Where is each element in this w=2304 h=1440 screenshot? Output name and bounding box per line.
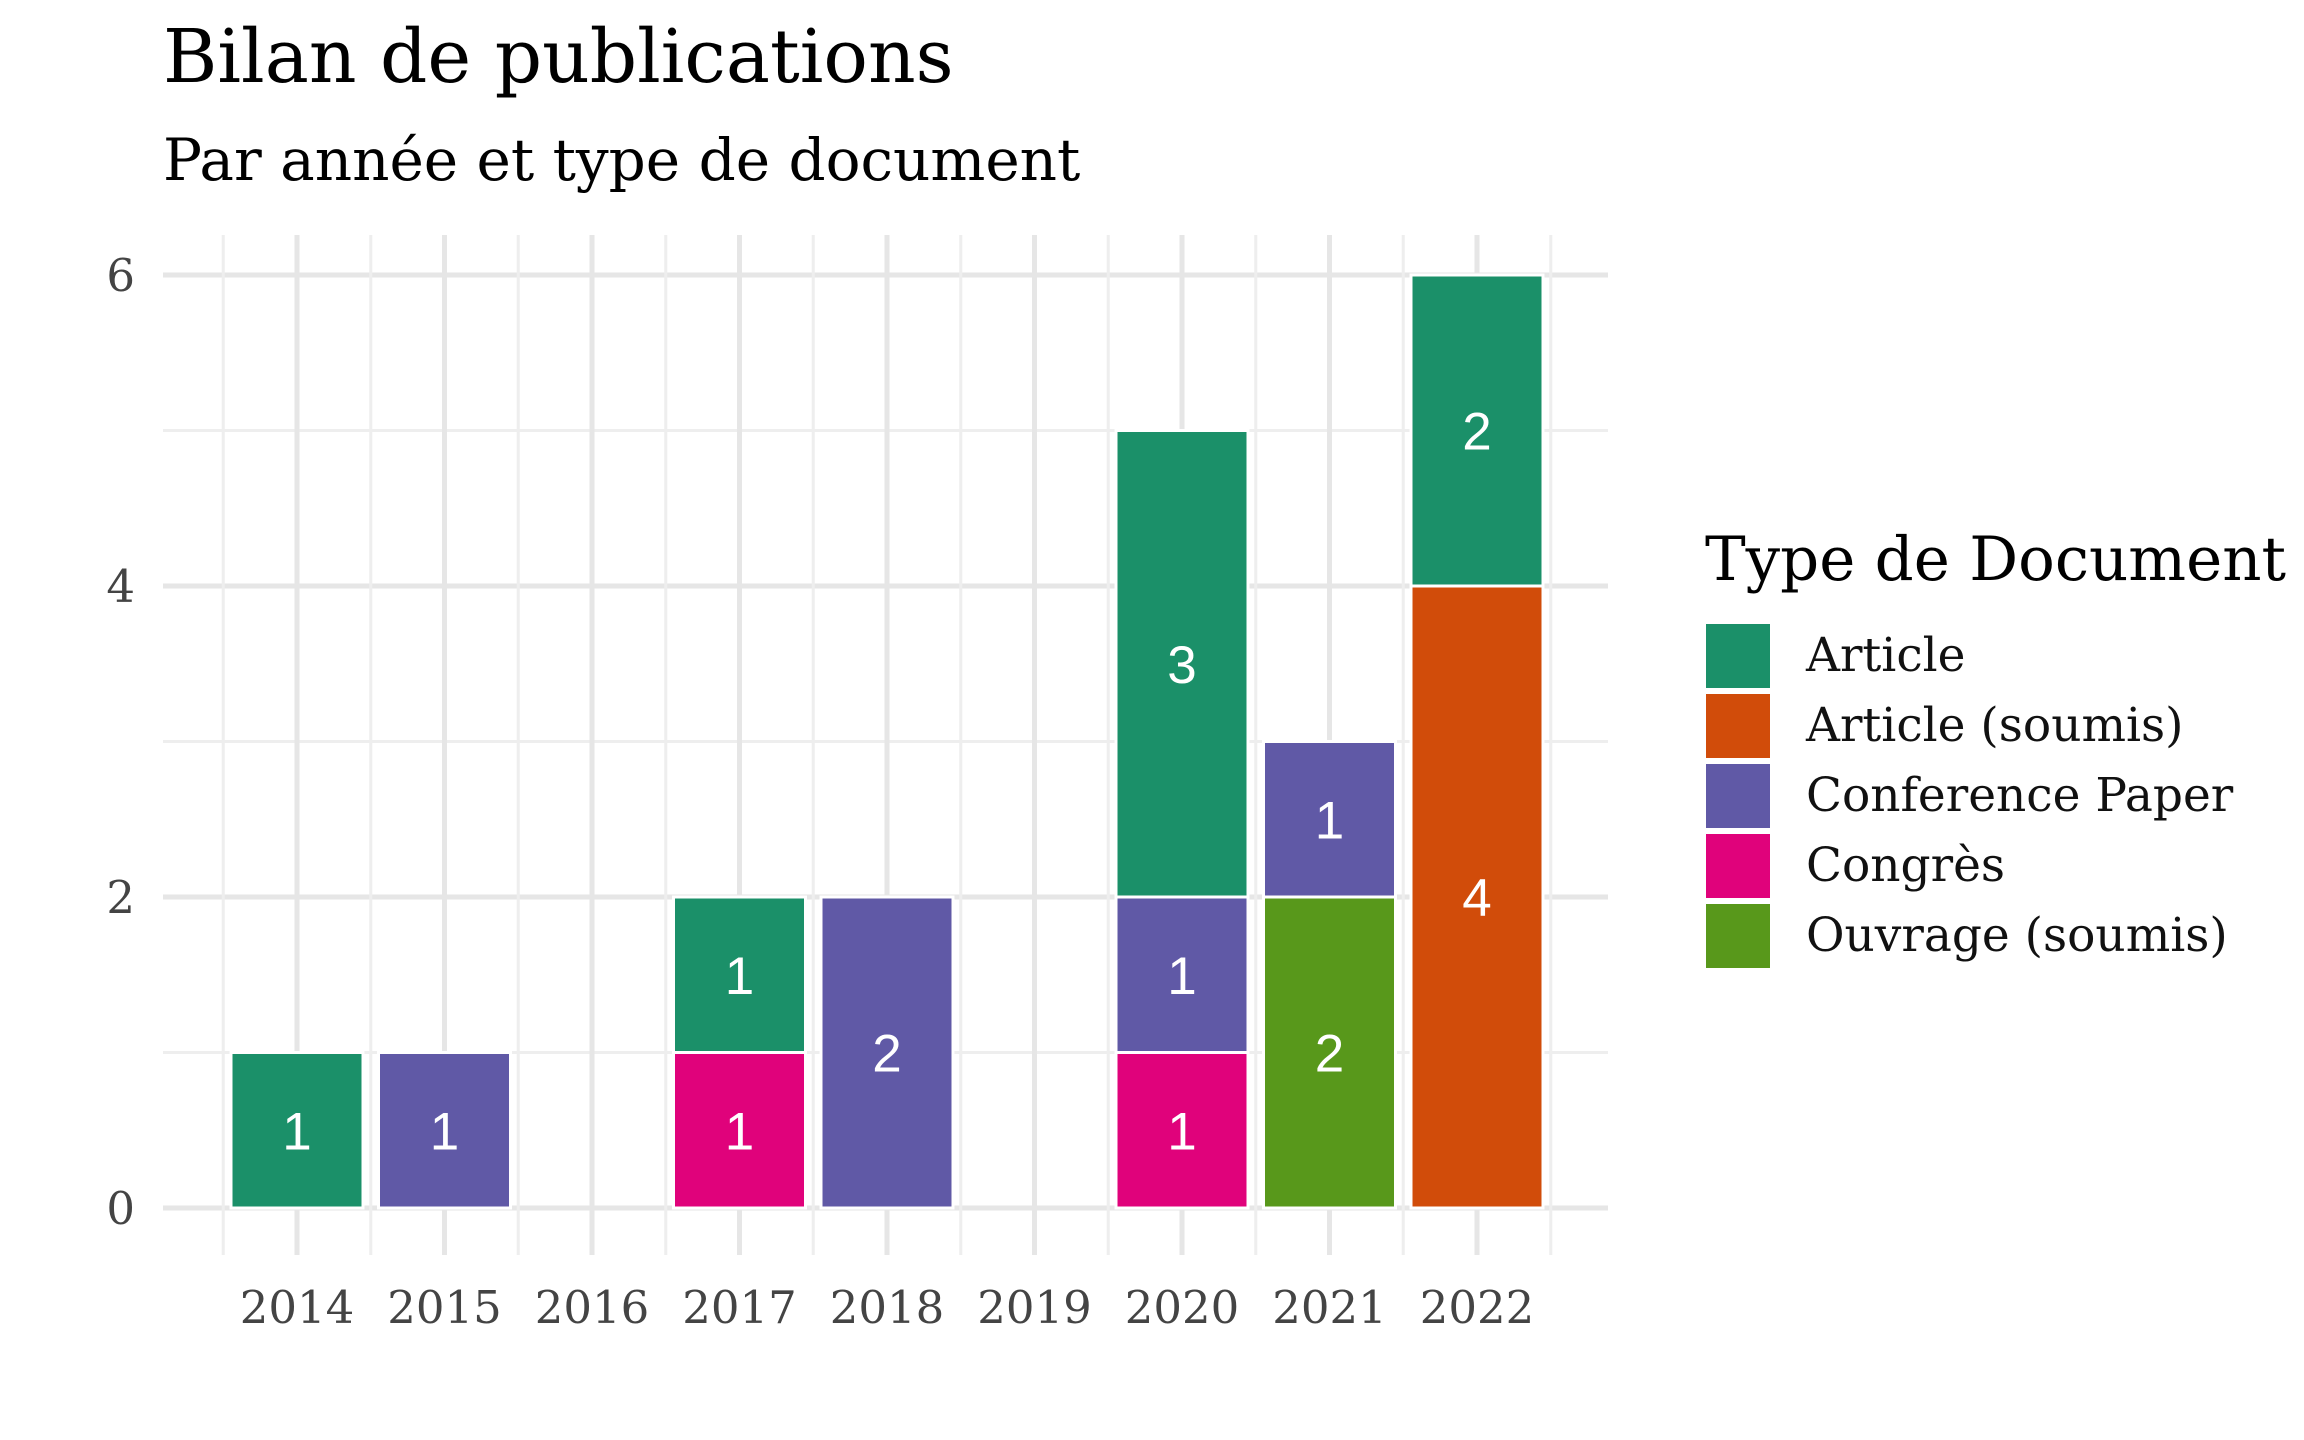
legend-swatch: [1704, 902, 1772, 970]
legend-item: Ouvrage (soumis): [1704, 902, 2228, 970]
bar-value-label: 1: [1167, 1102, 1196, 1161]
legend-item: Conference Paper: [1704, 762, 2234, 830]
legend: Type de Document Article Article (soumis)…: [1704, 524, 2287, 970]
legend-item: Article (soumis): [1704, 692, 2184, 760]
chart-title: Bilan de publications: [163, 14, 954, 100]
bar-segment: [672, 895, 807, 1054]
bar-segment: [1262, 740, 1397, 899]
legend-swatch: [1704, 692, 1772, 760]
chart-subtitle: Par année et type de document: [163, 126, 1080, 194]
x-tick-label: 2020: [1125, 1281, 1240, 1334]
x-tick-label: 2018: [830, 1281, 945, 1334]
legend-swatch: [1704, 832, 1772, 900]
bar-segment: [1114, 1051, 1250, 1210]
bar-segment: [377, 1051, 512, 1210]
bar-segment: [1262, 895, 1397, 1210]
legend-label: Conference Paper: [1806, 768, 2234, 823]
legend-label: Congrès: [1806, 838, 2005, 893]
bar-value-label: 2: [872, 1025, 901, 1084]
legend-title: Type de Document: [1705, 524, 2287, 595]
bar-segment: [1409, 584, 1545, 1210]
bar-segment: [229, 1051, 365, 1210]
bar-segment: [1409, 273, 1545, 588]
bar-value-label: 1: [1167, 947, 1196, 1006]
x-axis: 2014 2015 2016 2017 2018 2019 2020 2021 2022: [240, 1281, 1535, 1334]
bar-value-label: 2: [1462, 403, 1491, 462]
x-tick-label: 2019: [977, 1281, 1092, 1334]
bar-value-label: 4: [1462, 869, 1491, 928]
legend-swatch: [1704, 622, 1772, 690]
bar-value-label: 1: [282, 1102, 311, 1161]
bar-value-label: 1: [725, 947, 754, 1006]
y-axis: 0 2 4 6: [106, 249, 135, 1235]
bar-value-label: 1: [430, 1102, 459, 1161]
bar-value-label: 2: [1315, 1025, 1344, 1084]
legend-items: Article Article (soumis) Conference Paper C…: [1704, 622, 2234, 970]
bar-value-label: 3: [1167, 636, 1196, 695]
x-tick-label: 2021: [1272, 1281, 1387, 1334]
x-tick-label: 2016: [535, 1281, 650, 1334]
bar-value-label: 1: [725, 1102, 754, 1161]
x-tick-label: 2014: [240, 1281, 355, 1334]
legend-item: Congrès: [1704, 832, 2005, 900]
bar-segment: [672, 1051, 807, 1210]
x-tick-label: 2022: [1420, 1281, 1535, 1334]
bar-labels: 1 1 1 1 2 1 1 3 2 1 4 2: [282, 403, 1491, 1162]
legend-item: Article: [1704, 622, 1966, 690]
y-tick-label: 2: [106, 871, 135, 924]
x-tick-label: 2017: [682, 1281, 797, 1334]
bar-value-label: 1: [1315, 791, 1344, 850]
legend-label: Article: [1805, 628, 1966, 683]
legend-label: Ouvrage (soumis): [1806, 908, 2228, 963]
bars: [229, 273, 1545, 1210]
legend-swatch: [1704, 762, 1772, 830]
x-tick-label: 2015: [387, 1281, 502, 1334]
y-tick-label: 4: [106, 560, 135, 613]
legend-label: Article (soumis): [1805, 698, 2184, 753]
bar-segment: [1114, 895, 1250, 1054]
bar-segment: [819, 895, 955, 1210]
bar-segment: [1114, 429, 1250, 899]
y-tick-label: 6: [106, 249, 135, 302]
y-tick-label: 0: [106, 1182, 135, 1235]
